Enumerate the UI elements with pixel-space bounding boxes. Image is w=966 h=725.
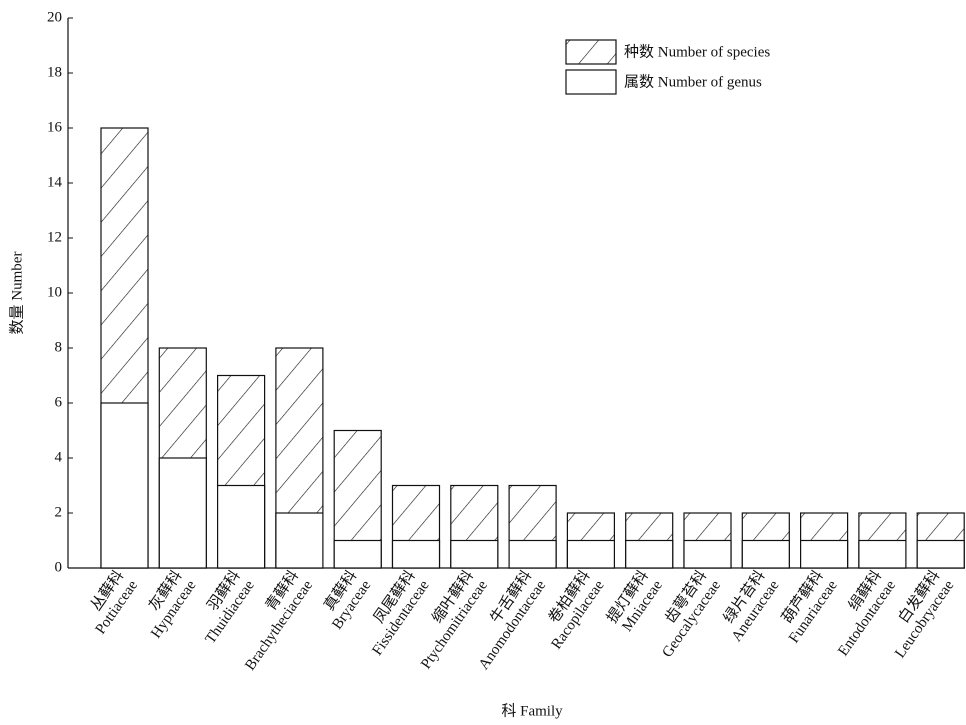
y-tick-label: 6	[55, 394, 63, 410]
bar	[450, 539, 499, 569]
legend-label: 属数 Number of genus	[624, 73, 762, 90]
y-tick-label: 0	[55, 559, 63, 575]
y-tick-label: 2	[55, 504, 63, 520]
y-tick-label: 8	[55, 339, 63, 355]
bar	[916, 539, 965, 569]
y-tick-label: 18	[47, 64, 62, 80]
bar	[158, 457, 207, 569]
bar	[625, 539, 674, 569]
bar	[275, 512, 324, 569]
bar	[799, 539, 849, 569]
bar	[858, 539, 907, 569]
legend-swatch	[565, 39, 617, 65]
y-tick-label: 20	[47, 9, 62, 25]
bar	[566, 539, 616, 569]
y-tick-label: 4	[55, 449, 63, 465]
y-tick-label: 10	[47, 284, 62, 300]
bar	[100, 402, 149, 569]
y-tick-label: 14	[47, 174, 63, 190]
bar	[508, 539, 557, 569]
x-axis-label: 科 Family	[501, 702, 563, 719]
y-tick-label: 16	[47, 119, 63, 135]
y-tick-label: 12	[47, 229, 62, 245]
bar	[683, 539, 732, 569]
legend-label: 种数 Number of species	[624, 43, 770, 60]
bar	[217, 484, 266, 569]
y-axis-label: 数量 Number	[8, 252, 25, 335]
bar	[391, 539, 441, 569]
bar	[333, 539, 382, 569]
bar	[741, 539, 790, 569]
legend-swatch	[565, 69, 617, 95]
